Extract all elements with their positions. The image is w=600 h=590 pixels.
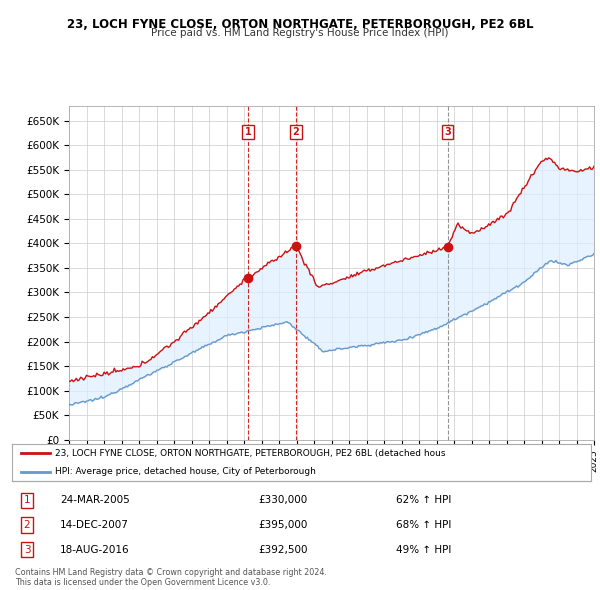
Text: 49% ↑ HPI: 49% ↑ HPI xyxy=(396,545,451,555)
Text: 2: 2 xyxy=(292,127,299,137)
Text: 62% ↑ HPI: 62% ↑ HPI xyxy=(396,496,451,505)
Text: 1: 1 xyxy=(245,127,251,137)
Text: 18-AUG-2016: 18-AUG-2016 xyxy=(60,545,130,555)
Text: HPI: Average price, detached house, City of Peterborough: HPI: Average price, detached house, City… xyxy=(55,467,316,476)
Text: 68% ↑ HPI: 68% ↑ HPI xyxy=(396,520,451,530)
Text: 2: 2 xyxy=(23,520,31,530)
Text: 23, LOCH FYNE CLOSE, ORTON NORTHGATE, PETERBOROUGH, PE2 6BL (detached hous: 23, LOCH FYNE CLOSE, ORTON NORTHGATE, PE… xyxy=(55,449,446,458)
Text: 14-DEC-2007: 14-DEC-2007 xyxy=(60,520,129,530)
Text: 1: 1 xyxy=(23,496,31,505)
Text: 24-MAR-2005: 24-MAR-2005 xyxy=(60,496,130,505)
Text: £395,000: £395,000 xyxy=(258,520,307,530)
Text: £330,000: £330,000 xyxy=(258,496,307,505)
Text: Price paid vs. HM Land Registry's House Price Index (HPI): Price paid vs. HM Land Registry's House … xyxy=(151,28,449,38)
Text: £392,500: £392,500 xyxy=(258,545,308,555)
Text: 3: 3 xyxy=(444,127,451,137)
Text: 23, LOCH FYNE CLOSE, ORTON NORTHGATE, PETERBOROUGH, PE2 6BL: 23, LOCH FYNE CLOSE, ORTON NORTHGATE, PE… xyxy=(67,18,533,31)
Text: Contains HM Land Registry data © Crown copyright and database right 2024.
This d: Contains HM Land Registry data © Crown c… xyxy=(15,568,327,587)
Text: 3: 3 xyxy=(23,545,31,555)
